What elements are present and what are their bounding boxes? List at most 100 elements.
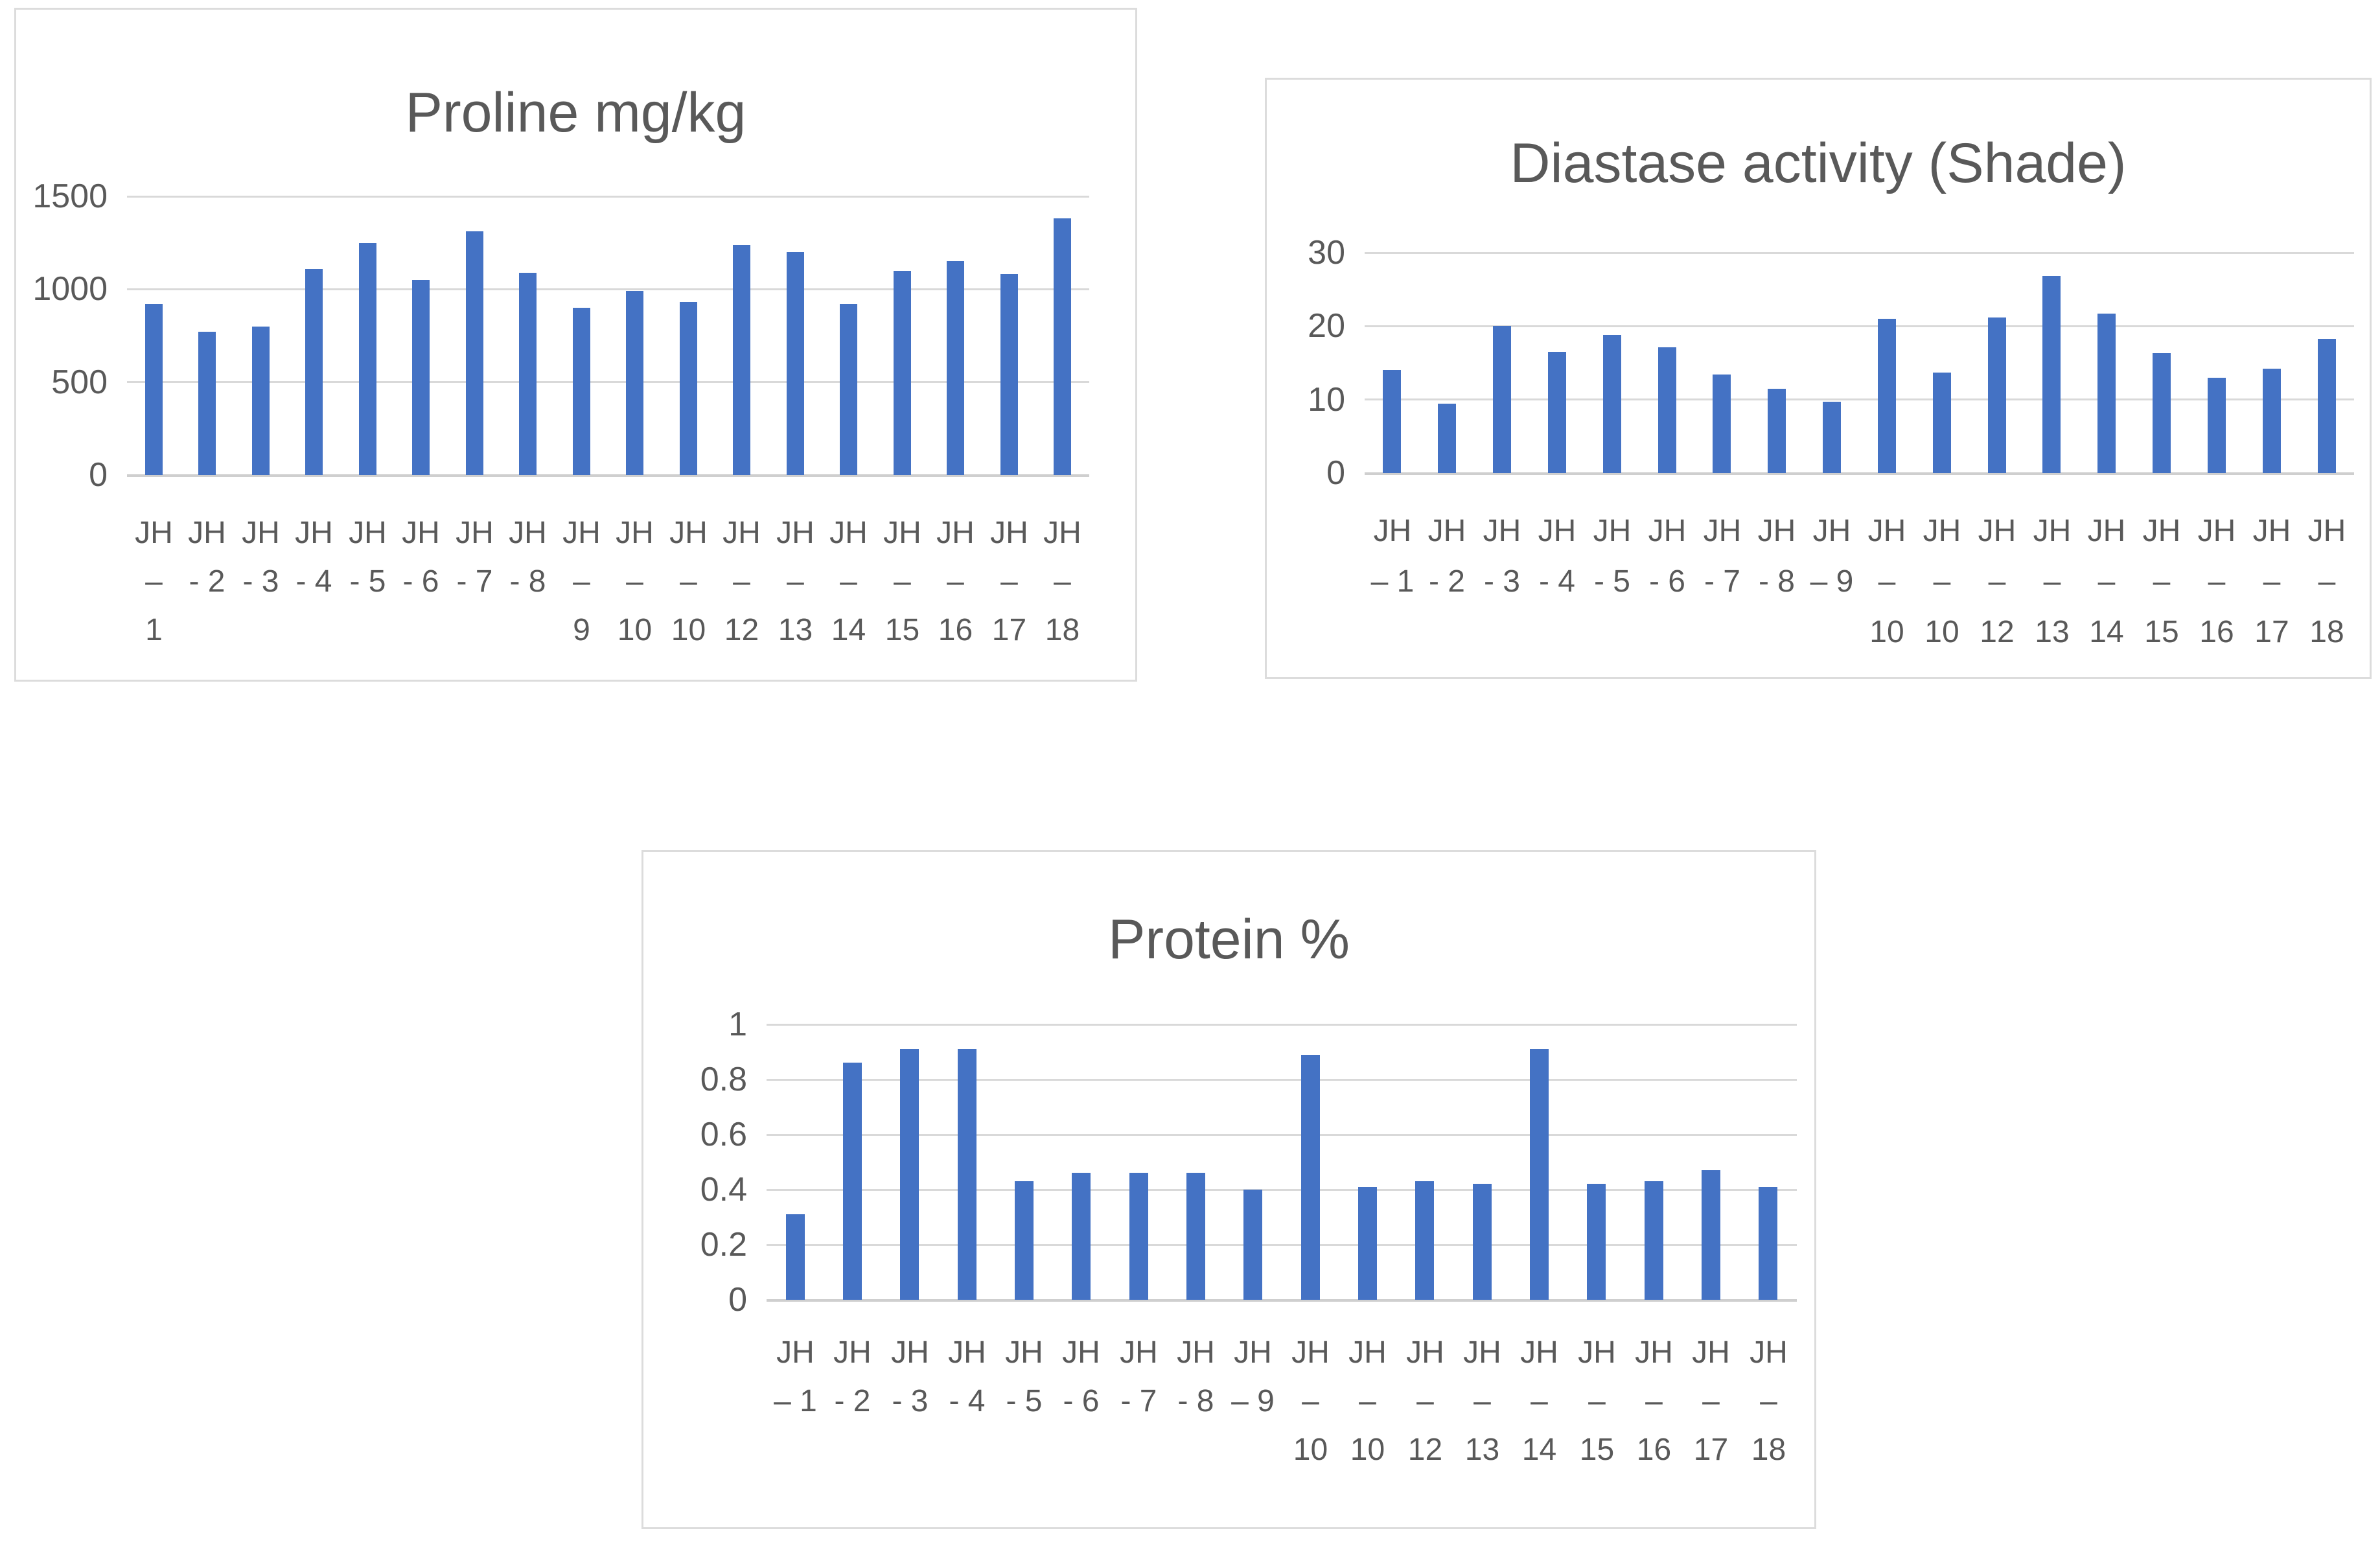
x-category-label: JH: [1043, 516, 1081, 550]
x-category-label: –: [1645, 1384, 1663, 1418]
x-category-label: 13: [2035, 615, 2070, 649]
bar-JH-7-7: [1129, 1173, 1148, 1300]
x-category-label: JH: [776, 1335, 815, 1370]
bar-JH–10-10: [626, 291, 643, 475]
bar-JH-5-5: [359, 243, 376, 475]
bar-JH–10-11: [1933, 373, 1951, 473]
x-category-label: JH: [1593, 514, 1632, 548]
x-category-label: 15: [884, 613, 920, 647]
x-category-label: - 8: [1177, 1384, 1214, 1418]
x-category-label: 10: [1869, 615, 1904, 649]
gridline: [767, 1189, 1797, 1191]
bar-JH–17-17: [1702, 1170, 1720, 1300]
y-tick-label: 1000: [32, 270, 108, 308]
x-category-label: 18: [2309, 615, 2344, 649]
x-category-label: 16: [938, 613, 973, 647]
y-tick-label: 0: [1326, 454, 1345, 492]
x-category-label: JH: [349, 516, 387, 550]
x-category-label: 13: [778, 613, 813, 647]
y-tick-label: 0: [89, 456, 108, 494]
x-category-label: 17: [991, 613, 1027, 647]
bar-JH-4-4: [1548, 352, 1566, 473]
x-category-label: JH: [242, 516, 280, 550]
bar-JH–17-17: [2263, 369, 2281, 473]
x-category-label: JH: [2252, 514, 2291, 548]
x-category-label: - 6: [402, 564, 439, 599]
x-category-label: JH: [1062, 1335, 1100, 1370]
y-tick-label: 20: [1308, 307, 1345, 345]
x-category-label: JH: [1867, 514, 1906, 548]
bar-JH–10-11: [680, 302, 697, 475]
x-category-label: JH: [936, 516, 975, 550]
x-category-label: JH: [1120, 1335, 1158, 1370]
x-category-label: –: [2097, 564, 2116, 599]
x-category-label: –: [1702, 1384, 1720, 1418]
x-category-label: 12: [1407, 1433, 1443, 1467]
x-category-label: 17: [2254, 615, 2289, 649]
bar-JH–13-13: [1473, 1184, 1492, 1300]
y-tick-label: 0.6: [700, 1116, 747, 1153]
bar-JH–9-9: [1823, 402, 1841, 473]
x-category-label: - 5: [1006, 1384, 1043, 1418]
x-category-label: JH: [295, 516, 333, 550]
x-category-label: - 5: [349, 564, 386, 599]
bar-JH-8-8: [1186, 1173, 1205, 1300]
x-category-label: 1: [145, 613, 163, 647]
bar-JH-2-2: [198, 332, 216, 475]
x-category-label: 13: [1464, 1433, 1500, 1467]
x-category-label: JH: [188, 516, 226, 550]
y-tick-label: 30: [1308, 234, 1345, 271]
x-category-label: JH: [883, 516, 921, 550]
x-category-label: – 9: [1810, 564, 1854, 599]
bar-JH–10-11: [1358, 1187, 1377, 1300]
bar-JH–18-18: [2318, 339, 2336, 473]
y-tick-label: 0: [728, 1281, 747, 1319]
bar-JH–9-9: [573, 308, 590, 475]
x-category-label: –: [2208, 564, 2226, 599]
x-category-label: 10: [617, 613, 653, 647]
x-category-label: - 2: [834, 1384, 871, 1418]
x-category-label: –: [1588, 1384, 1606, 1418]
x-category-label: 9: [573, 613, 590, 647]
x-category-label: –: [1416, 1384, 1434, 1418]
x-category-label: –: [2263, 564, 2281, 599]
x-category-label: 10: [1350, 1433, 1385, 1467]
x-axis-line: [127, 474, 1089, 477]
bar-JH–14-14: [1530, 1049, 1549, 1300]
x-category-label: - 3: [892, 1384, 929, 1418]
gridline: [127, 288, 1089, 290]
bar-JH–12-12: [1988, 317, 2006, 473]
x-category-label: JH: [829, 516, 868, 550]
x-category-label: –: [1878, 564, 1896, 599]
gridline: [1365, 252, 2354, 254]
x-category-label: JH: [1978, 514, 2016, 548]
x-category-label: –: [1054, 564, 1071, 599]
bar-JH-3-3: [252, 327, 270, 475]
bar-JH-2-2: [843, 1063, 862, 1300]
x-category-label: - 5: [1593, 564, 1630, 599]
x-category-label: 15: [1579, 1433, 1615, 1467]
gridline: [127, 196, 1089, 198]
x-category-label: JH: [1406, 1335, 1444, 1370]
bar-JH-3-3: [900, 1049, 919, 1300]
bar-JH–16-16: [2208, 378, 2226, 473]
bar-JH–14-14: [2097, 314, 2116, 473]
x-category-label: 16: [1636, 1433, 1672, 1467]
x-category-label: JH: [1427, 514, 1466, 548]
x-category-label: - 3: [242, 564, 279, 599]
proline-chart-panel: Proline mg/kg 1500 1000 500 0 JH –1 JH - 2 JH - 3…: [14, 8, 1137, 682]
x-category-label: JH: [1520, 1335, 1558, 1370]
x-category-label: JH: [1005, 1335, 1043, 1370]
bar-JH-3-3: [1493, 326, 1511, 473]
x-category-label: 15: [2144, 615, 2179, 649]
x-category-label: –: [733, 564, 750, 599]
x-category-label: –: [1302, 1384, 1319, 1418]
x-category-label: - 6: [1648, 564, 1685, 599]
bar-JH-5-5: [1603, 335, 1621, 473]
x-category-label: - 7: [456, 564, 493, 599]
bar-JH-7-7: [466, 231, 483, 475]
x-category-label: - 3: [1483, 564, 1520, 599]
bar-JH–15-15: [2153, 353, 2171, 473]
x-category-label: –: [894, 564, 911, 599]
x-category-label: JH: [1757, 514, 1796, 548]
